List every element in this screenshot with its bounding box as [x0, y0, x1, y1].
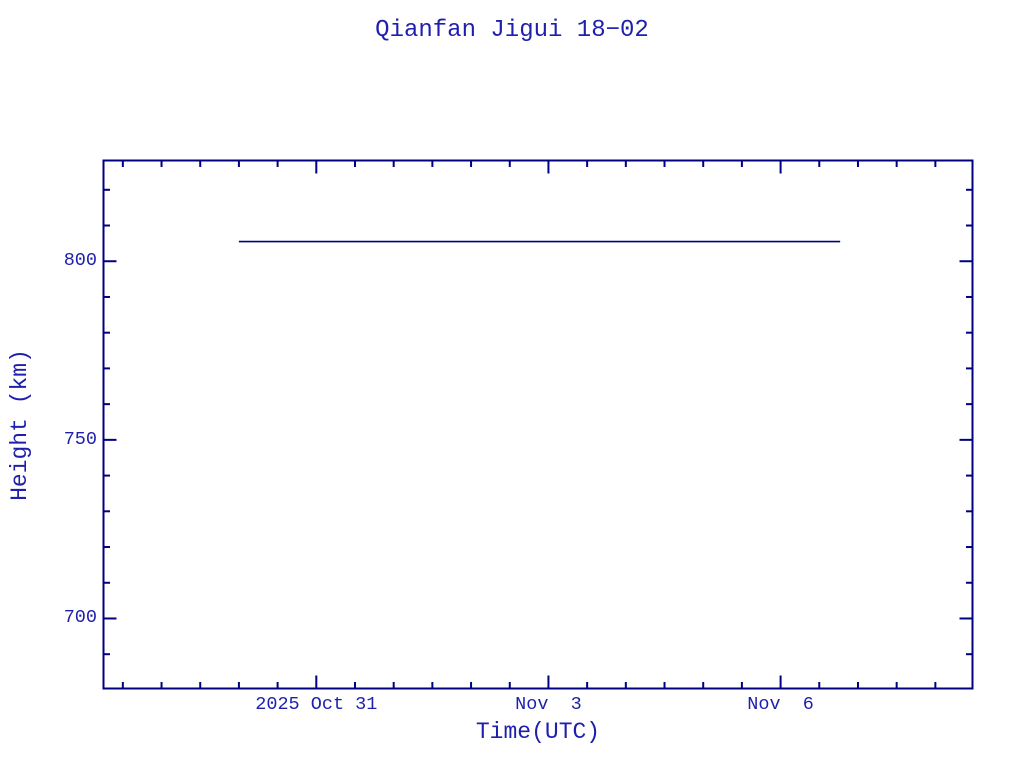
chart-title: Qianfan Jigui 18−02: [375, 17, 649, 44]
x-tick-label: Nov 6: [747, 694, 814, 715]
x-tick-label: 2025 Oct 31: [255, 694, 378, 715]
x-axis-title: Time(UTC): [475, 719, 601, 745]
x-tick-label: Nov 3: [515, 694, 582, 715]
plot-frame: [102, 159, 974, 690]
y-tick-label: 800: [63, 249, 97, 271]
y-tick-label: 700: [63, 607, 97, 629]
y-tick-label: 750: [63, 428, 97, 450]
